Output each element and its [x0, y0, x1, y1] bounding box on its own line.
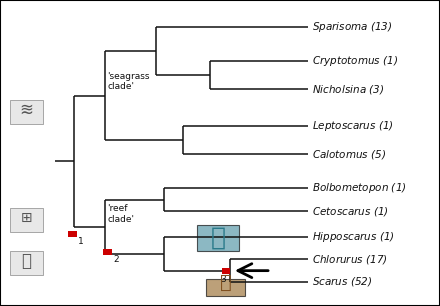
Text: 2: 2: [113, 255, 119, 264]
Text: 1: 1: [78, 237, 84, 246]
Text: ⌒: ⌒: [21, 252, 31, 270]
Bar: [206, 279, 245, 296]
Bar: [10, 100, 43, 124]
Bar: [103, 249, 111, 255]
Text: 🐟: 🐟: [211, 226, 226, 250]
Text: 3: 3: [220, 275, 226, 284]
Text: $\it{Calotomus}$ (5): $\it{Calotomus}$ (5): [312, 148, 386, 161]
Text: 'seagrass
clade': 'seagrass clade': [107, 72, 150, 91]
Bar: [10, 251, 43, 275]
Bar: [222, 267, 230, 274]
Bar: [10, 208, 43, 232]
Bar: [68, 231, 77, 237]
Text: ≋: ≋: [19, 101, 33, 119]
Text: $\it{Chlorurus}$ (17): $\it{Chlorurus}$ (17): [312, 253, 388, 266]
Text: $\it{Hipposcarus}$ (1): $\it{Hipposcarus}$ (1): [312, 230, 395, 244]
Text: $\it{Bolbometopon}$ (1): $\it{Bolbometopon}$ (1): [312, 181, 407, 196]
Text: $\it{Cetoscarus}$ (1): $\it{Cetoscarus}$ (1): [312, 205, 389, 218]
Text: 'reef
clade': 'reef clade': [107, 204, 134, 224]
Text: ⊞: ⊞: [21, 211, 32, 225]
Text: $\it{Sparisoma}$ (13): $\it{Sparisoma}$ (13): [312, 20, 392, 34]
Text: $\it{Cryptotomus}$ (1): $\it{Cryptotomus}$ (1): [312, 54, 398, 68]
Text: $\it{Leptoscarus}$ (1): $\it{Leptoscarus}$ (1): [312, 119, 394, 133]
Bar: [197, 225, 239, 251]
Text: $\it{Nicholsina}$ (3): $\it{Nicholsina}$ (3): [312, 83, 385, 96]
Text: $\it{Scarus}$ (52): $\it{Scarus}$ (52): [312, 275, 373, 289]
Text: 🐟: 🐟: [220, 272, 232, 292]
